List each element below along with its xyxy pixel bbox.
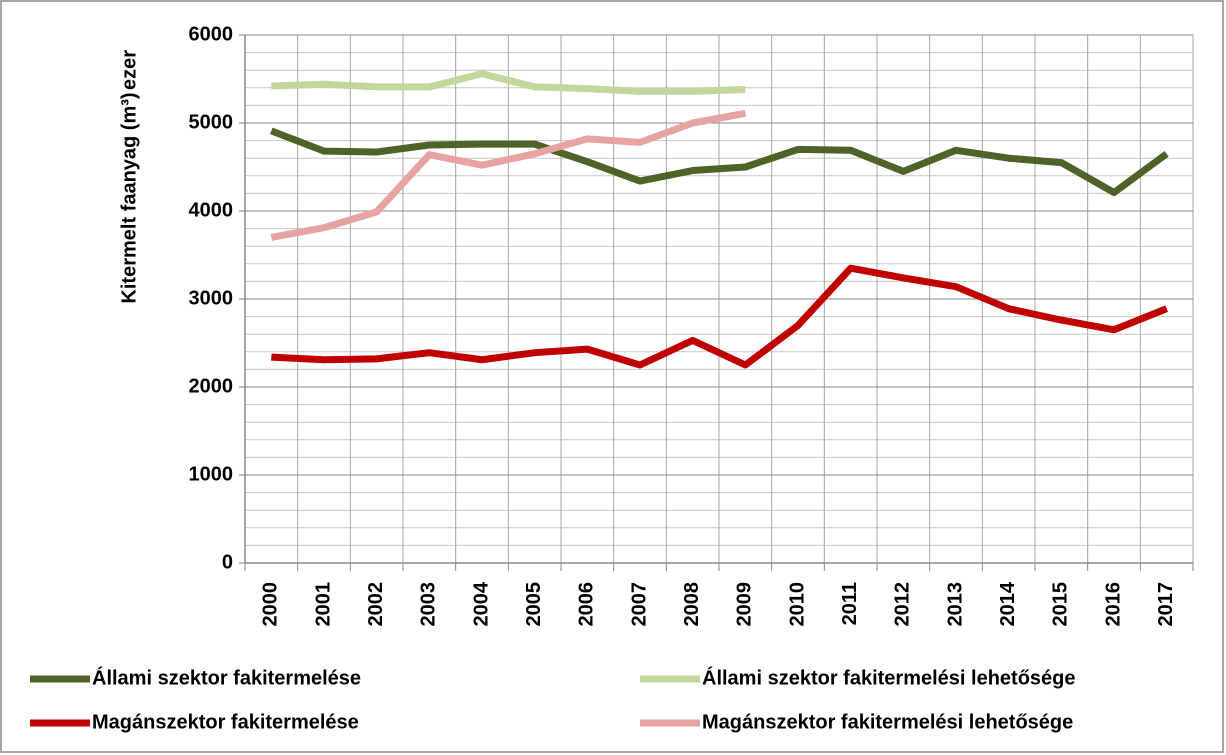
- y-axis-label: Kitermelt faanyag (m³): [118, 92, 140, 303]
- x-tick-label: 2000: [260, 582, 282, 627]
- y-tick-label: 2000: [189, 375, 234, 397]
- x-tick-label: 2008: [681, 582, 703, 627]
- x-tick-label: 2016: [1102, 582, 1124, 627]
- legend-label: Magánszektor fakitermelési lehetősége: [702, 711, 1073, 733]
- x-tick-label: 2005: [523, 582, 545, 627]
- y-tick-label: 1000: [189, 463, 234, 485]
- x-tick-label: 2007: [628, 582, 650, 627]
- y-tick-label: 6000: [189, 23, 234, 45]
- series-line: [271, 70, 746, 95]
- x-tick-label: 2004: [470, 581, 492, 626]
- x-tick-label: 2010: [786, 582, 808, 627]
- x-tick-label: 2011: [839, 582, 861, 625]
- x-tick-label: 2015: [1050, 582, 1072, 627]
- series-line: [271, 264, 1168, 369]
- x-tick-label: 2003: [418, 582, 440, 627]
- y-tick-label: 4000: [189, 199, 234, 221]
- x-tick-label: 2002: [365, 582, 387, 627]
- legend-label: Magánszektor fakitermelése: [92, 711, 359, 733]
- y-tick-label: 0: [222, 551, 233, 573]
- y-tick-label: 3000: [189, 287, 234, 309]
- y-tick-label: 5000: [189, 111, 234, 133]
- x-tick-label: 2013: [944, 582, 966, 627]
- series-line: [270, 127, 1169, 197]
- x-tick-label: 2009: [734, 582, 756, 627]
- legend-label: Állami szektor fakitermelési lehetősége: [702, 666, 1076, 689]
- y-axis-unit: ezer: [118, 50, 140, 90]
- x-tick-label: 2006: [576, 582, 598, 627]
- x-tick-label: 2014: [997, 581, 1019, 626]
- series-line: [270, 109, 746, 241]
- x-tick-label: 2001: [312, 582, 334, 627]
- x-tick-label: 2012: [892, 582, 914, 627]
- legend-label: Állami szektor fakitermelése: [92, 666, 361, 689]
- x-tick-label: 2017: [1155, 582, 1177, 627]
